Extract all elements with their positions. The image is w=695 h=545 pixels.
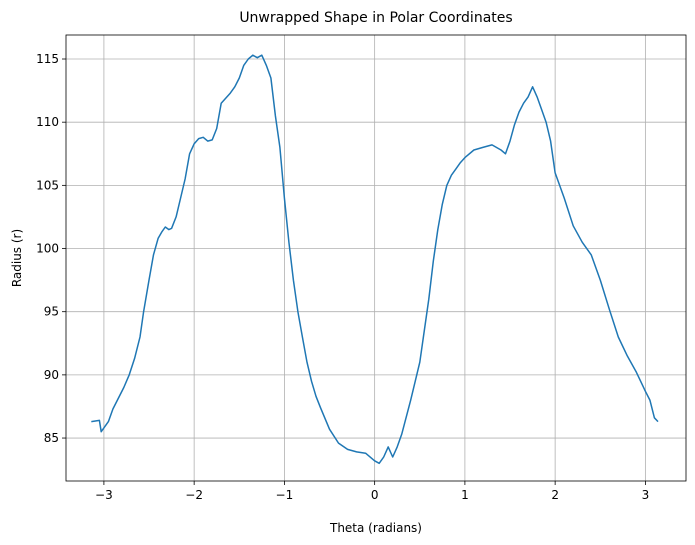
plot-area-frame bbox=[65, 34, 687, 482]
x-tick-label: 3 bbox=[642, 488, 650, 502]
x-tick-label: −2 bbox=[185, 488, 203, 502]
x-tick-label: −3 bbox=[95, 488, 113, 502]
chart-title: Unwrapped Shape in Polar Coordinates bbox=[239, 10, 512, 26]
y-tick-label: 90 bbox=[44, 368, 59, 382]
y-tick-label: 115 bbox=[36, 52, 59, 66]
x-gridlines bbox=[103, 35, 646, 481]
y-tick-label: 95 bbox=[44, 305, 59, 319]
x-tick-label: 2 bbox=[551, 488, 559, 502]
y-tick-label: 105 bbox=[36, 178, 59, 192]
y-tick-label: 100 bbox=[36, 242, 59, 256]
x-tick-label: −1 bbox=[276, 488, 294, 502]
x-axis-label: Theta (radians) bbox=[329, 521, 422, 535]
x-tick-label: 0 bbox=[371, 488, 379, 502]
x-axis-ticks: −3 −2 −1 0 1 2 3 bbox=[95, 481, 649, 502]
y-gridlines bbox=[66, 58, 686, 439]
y-axis-label: Radius (r) bbox=[10, 229, 24, 287]
y-tick-label: 110 bbox=[36, 115, 59, 129]
y-tick-label: 85 bbox=[44, 431, 59, 445]
series-line bbox=[91, 54, 659, 465]
y-axis-ticks: 85 90 95 100 105 110 115 bbox=[36, 52, 66, 445]
x-tick-label: 1 bbox=[461, 488, 469, 502]
